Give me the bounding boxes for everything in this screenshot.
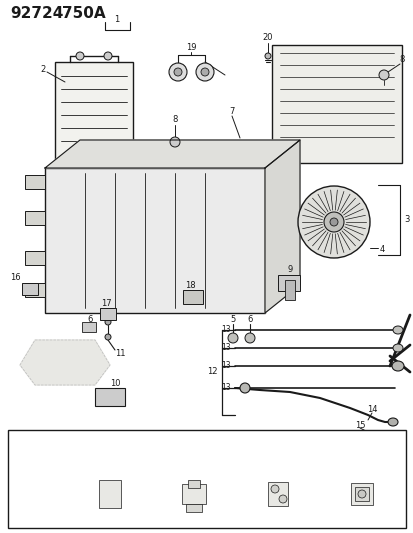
Text: 4: 4: [378, 246, 384, 254]
Text: MB385999: MB385999: [175, 434, 212, 440]
Text: PART NAME: PART NAME: [18, 449, 57, 456]
Circle shape: [244, 333, 254, 343]
Bar: [25, 211, 45, 225]
Bar: [267, 482, 287, 506]
Bar: [354, 487, 368, 501]
Polygon shape: [45, 140, 299, 168]
Circle shape: [105, 334, 111, 340]
Text: 750A: 750A: [62, 5, 105, 20]
Bar: [82, 322, 96, 332]
Text: HOLDER, ROD: HOLDER, ROD: [169, 449, 218, 456]
Text: 6: 6: [87, 316, 93, 325]
Bar: [99, 480, 121, 508]
Circle shape: [278, 495, 286, 503]
Text: 2: 2: [40, 66, 45, 75]
Polygon shape: [264, 140, 299, 313]
Text: 5: 5: [230, 316, 235, 325]
Bar: [100, 308, 116, 320]
Text: 12: 12: [206, 367, 217, 376]
Bar: [182, 484, 206, 504]
Text: MB1B8451: MB1B8451: [342, 434, 380, 440]
Circle shape: [104, 52, 112, 60]
Circle shape: [195, 63, 214, 81]
Circle shape: [173, 68, 182, 76]
Bar: [185, 504, 202, 512]
Text: 13: 13: [221, 343, 230, 352]
Text: 3: 3: [404, 215, 409, 224]
Bar: [95, 388, 125, 406]
Circle shape: [201, 68, 209, 76]
Text: 9: 9: [287, 265, 292, 274]
Circle shape: [271, 485, 278, 493]
Text: HOLDER, ROD: HOLDER, ROD: [337, 449, 385, 456]
Text: 19: 19: [185, 44, 196, 52]
Text: MB239132: MB239132: [259, 434, 296, 440]
Ellipse shape: [286, 53, 386, 81]
Polygon shape: [20, 340, 110, 385]
Text: 15: 15: [354, 421, 364, 430]
Text: HC.DER, ROD: HC.DER, ROD: [254, 449, 301, 456]
Circle shape: [378, 70, 388, 80]
Ellipse shape: [391, 361, 403, 371]
Circle shape: [170, 137, 180, 147]
Ellipse shape: [387, 418, 397, 426]
Text: 6: 6: [247, 316, 252, 325]
Text: PART NO: PART NO: [23, 434, 53, 440]
Text: 10: 10: [109, 378, 120, 387]
Text: 92724: 92724: [10, 5, 63, 20]
Circle shape: [323, 212, 343, 232]
Bar: [25, 283, 45, 297]
Bar: [55, 62, 133, 170]
Text: 17: 17: [100, 298, 111, 308]
Text: SHAPE: SHAPE: [25, 489, 50, 498]
Bar: [188, 480, 199, 488]
Circle shape: [264, 53, 271, 59]
Text: 11: 11: [114, 349, 125, 358]
Circle shape: [240, 383, 249, 393]
Circle shape: [228, 333, 237, 343]
Text: 16: 16: [9, 273, 20, 282]
Circle shape: [76, 52, 84, 60]
Text: CLAMP: CLAMP: [98, 449, 121, 456]
Text: 13: 13: [221, 326, 230, 335]
Bar: [183, 290, 202, 304]
Bar: [8, 430, 405, 528]
Ellipse shape: [392, 326, 402, 334]
Text: 1: 1: [114, 14, 119, 23]
Bar: [22, 283, 38, 295]
Circle shape: [329, 218, 337, 226]
Text: 13: 13: [221, 384, 230, 392]
Bar: [271, 45, 401, 163]
Bar: [350, 483, 372, 505]
Text: 8: 8: [172, 116, 177, 125]
Bar: [25, 251, 45, 265]
Bar: [45, 168, 264, 313]
Text: 13: 13: [221, 361, 230, 370]
Bar: [277, 275, 299, 291]
Text: 20: 20: [262, 34, 273, 43]
Circle shape: [297, 186, 369, 258]
Text: 7: 7: [229, 108, 234, 117]
Bar: [25, 175, 45, 189]
Text: 18: 18: [184, 280, 195, 289]
Circle shape: [357, 490, 365, 498]
Ellipse shape: [392, 344, 402, 352]
Text: 14: 14: [366, 406, 376, 415]
Bar: [284, 280, 294, 300]
Text: 8: 8: [399, 55, 404, 64]
Circle shape: [169, 63, 187, 81]
Circle shape: [105, 319, 111, 325]
Text: MB177439: MB177439: [91, 434, 128, 440]
